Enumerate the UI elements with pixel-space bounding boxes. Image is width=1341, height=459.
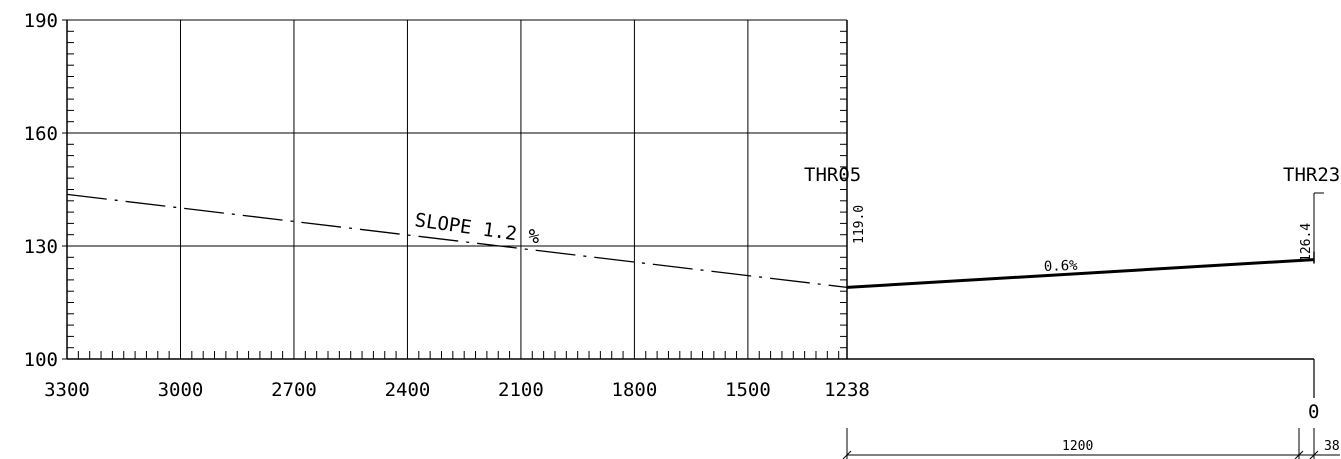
x-tick-label: 3300 <box>44 379 90 401</box>
runway-slope-label: 0.6% <box>1044 258 1079 275</box>
x-tick-label: 2400 <box>385 379 431 401</box>
x-tick-label: 1800 <box>612 379 658 401</box>
y-tick-label: 190 <box>24 10 58 32</box>
dimension-tick <box>1309 450 1319 459</box>
y-tick-label: 130 <box>24 236 58 258</box>
zero-label: 0 <box>1308 401 1319 423</box>
runway-section <box>842 192 1340 459</box>
thr05-elevation-label: 119.0 <box>852 205 867 244</box>
slope-label: SLOPE 1.2 % <box>413 209 541 248</box>
series-layer <box>66 193 1315 289</box>
runway-profile-line <box>846 258 1315 289</box>
dimension-end-label: 38 <box>1324 439 1340 454</box>
x-tick-label: 1500 <box>725 379 771 401</box>
x-tick-label: 2700 <box>271 379 317 401</box>
dimension-runway-label: 1200 <box>1062 439 1093 454</box>
thr23-label: THR23 <box>1283 164 1340 186</box>
grid <box>66 19 1315 398</box>
dimension-tick <box>1294 450 1304 459</box>
x-axis-ticks: 3300 3000 2700 2400 2100 1800 1500 1238 <box>44 351 870 401</box>
thr05-label: THR05 <box>804 164 861 186</box>
y-axis-ticks: 100 130 160 190 <box>24 10 847 371</box>
x-tick-label: 2100 <box>498 379 544 401</box>
x-tick-label: 1238 <box>824 379 870 401</box>
thr23-elevation-label: 126.4 <box>1299 223 1314 262</box>
x-tick-label: 3000 <box>158 379 204 401</box>
y-tick-label: 160 <box>24 123 58 145</box>
dimension-tick <box>842 450 852 459</box>
slope-line <box>66 193 848 289</box>
y-tick-label: 100 <box>24 349 58 371</box>
